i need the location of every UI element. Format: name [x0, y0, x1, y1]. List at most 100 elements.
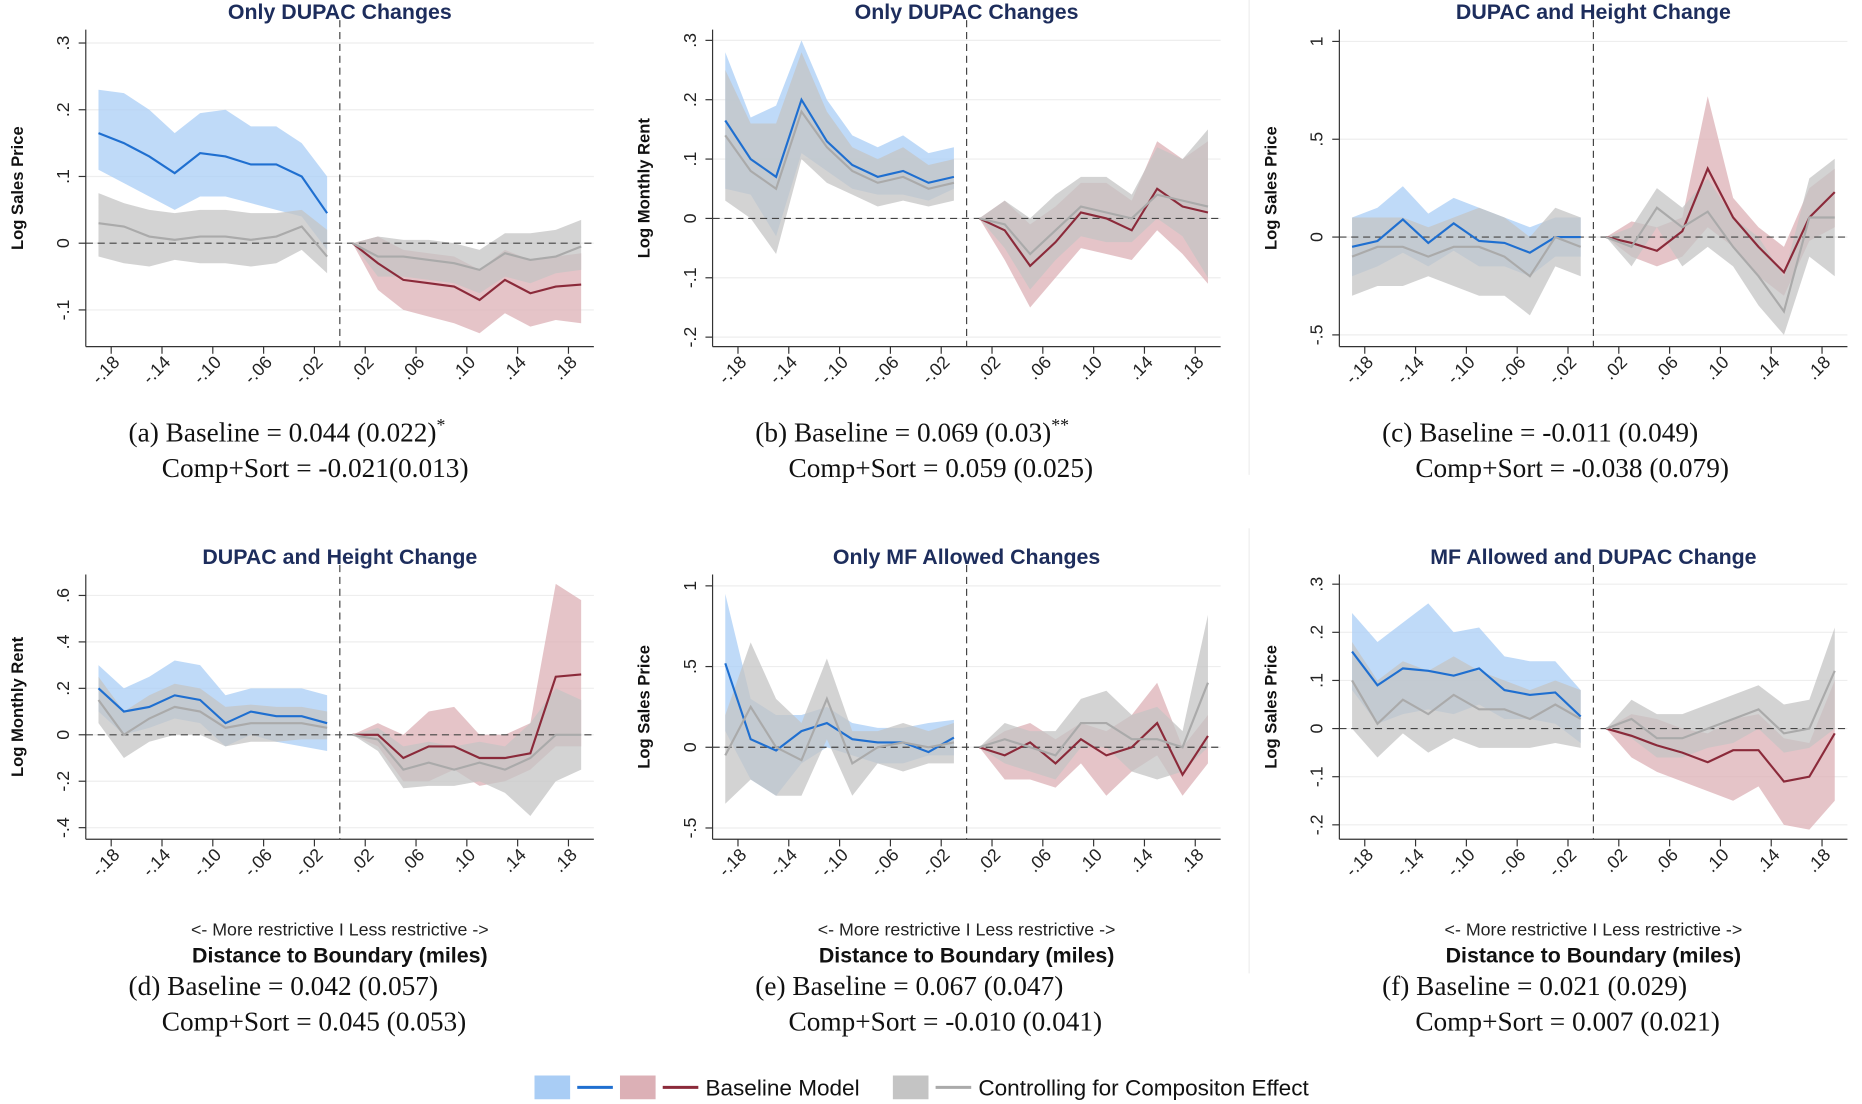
- y-tick-label: .3: [53, 36, 73, 51]
- series-line: [97, 699, 328, 737]
- x-axis-label: Distance to Boundary (miles): [819, 944, 1115, 968]
- y-tick-label: .3: [1307, 577, 1327, 592]
- panel-title: Only MF Allowed Changes: [833, 545, 1100, 569]
- y-tick-label: .2: [1307, 625, 1327, 640]
- x-axis-note: <- More restrictive I Less restrictive -…: [818, 919, 1116, 939]
- caption: (c) Baseline = -0.011 (0.049): [1382, 418, 1698, 448]
- panel-title: DUPAC and Height Change: [1456, 0, 1731, 24]
- series-line: [351, 242, 582, 302]
- y-tick-label: 0: [680, 742, 700, 752]
- confidence-band: [98, 193, 328, 274]
- y-tick-label: .1: [680, 152, 700, 167]
- y-tick-label: -.1: [1307, 766, 1327, 787]
- y-axis-label: Log Monthly Rent: [8, 636, 27, 777]
- y-axis-label: Log Monthly Rent: [635, 118, 654, 259]
- caption-text: (a) Baseline = 0.044 (0.022): [129, 418, 437, 448]
- caption: Comp+Sort = 0.007 (0.021): [1415, 1006, 1720, 1036]
- caption: (e) Baseline = 0.067 (0.047): [755, 971, 1063, 1001]
- series-line: [978, 682, 1209, 757]
- confidence-band: [352, 219, 582, 294]
- caption-text: (f) Baseline = 0.021 (0.029): [1382, 971, 1687, 1001]
- y-tick-label: -.4: [53, 817, 73, 838]
- x-axis-note: <- More restrictive I Less restrictive -…: [191, 919, 489, 939]
- caption-text: (e) Baseline = 0.067 (0.047): [755, 971, 1063, 1001]
- series-line: [1351, 218, 1581, 254]
- series-line: [1605, 166, 1836, 275]
- y-tick-label: 0: [53, 730, 73, 740]
- confidence-band: [1606, 158, 1835, 335]
- y-tick-label: .2: [680, 92, 700, 107]
- series-line: [97, 687, 328, 725]
- y-tick-label: -.5: [1307, 324, 1327, 345]
- y-axis-label: Log Sales Price: [1261, 645, 1280, 769]
- legend-band-swatch: [534, 1075, 571, 1100]
- panel-title: DUPAC and Height Change: [202, 545, 477, 569]
- panel-title: Only DUPAC Changes: [855, 0, 1079, 24]
- series-line: [352, 733, 582, 771]
- series-line: [978, 721, 1209, 777]
- y-tick-label: 0: [1307, 724, 1327, 734]
- caption: Comp+Sort = 0.045 (0.053): [162, 1006, 467, 1036]
- caption-text: (b) Baseline = 0.069 (0.03): [755, 418, 1051, 448]
- y-tick-label: .4: [53, 634, 73, 649]
- panel-title: Only DUPAC Changes: [228, 0, 452, 24]
- y-tick-label: -.2: [53, 771, 73, 792]
- series-line: [352, 242, 582, 272]
- y-tick-label: .1: [53, 169, 73, 184]
- y-tick-label: .5: [1307, 132, 1327, 147]
- confidence-band: [1606, 627, 1835, 758]
- series-line: [724, 695, 955, 766]
- y-tick-label: 1: [680, 581, 700, 591]
- series-line: [1605, 206, 1835, 314]
- y-tick-label: -.1: [53, 299, 73, 320]
- y-tick-label: .6: [53, 588, 73, 603]
- y-tick-label: 0: [1307, 232, 1327, 242]
- y-tick-label: .2: [53, 681, 73, 696]
- y-tick-label: .1: [1307, 673, 1327, 688]
- y-tick-label: .5: [680, 659, 700, 674]
- caption: (b) Baseline = 0.069 (0.03)**: [755, 415, 1069, 448]
- confidence-band: [98, 89, 328, 250]
- y-axis-label: Log Sales Price: [8, 126, 27, 250]
- series-line: [1351, 650, 1582, 718]
- x-axis-label: Distance to Boundary (miles): [192, 944, 488, 968]
- series-line: [979, 193, 1209, 256]
- y-tick-label: 0: [680, 213, 700, 223]
- x-axis-note: <- More restrictive I Less restrictive -…: [1445, 919, 1743, 939]
- panel-title: MF Allowed and DUPAC Change: [1430, 545, 1756, 569]
- y-tick-label: 1: [1307, 36, 1327, 46]
- caption-significance: **: [1051, 415, 1069, 435]
- series-line: [1605, 670, 1836, 740]
- series-line: [98, 222, 328, 258]
- confidence-band: [1606, 680, 1835, 830]
- caption: Comp+Sort = 0.059 (0.025): [789, 453, 1094, 483]
- confidence-band: [725, 642, 954, 804]
- caption: Comp+Sort = -0.010 (0.041): [789, 1006, 1103, 1036]
- y-tick-label: 0: [53, 238, 73, 248]
- series-line: [352, 673, 582, 760]
- confidence-band: [1352, 207, 1581, 316]
- y-tick-label: -.1: [680, 267, 700, 288]
- caption: (f) Baseline = 0.021 (0.029): [1382, 971, 1687, 1001]
- y-tick-label: .2: [53, 102, 73, 117]
- legend-label: Controlling for Compositon Effect: [978, 1076, 1309, 1101]
- caption-text: (c) Baseline = -0.011 (0.049): [1382, 418, 1698, 448]
- x-axis-label: Distance to Boundary (miles): [1446, 944, 1742, 968]
- series-line: [724, 109, 955, 191]
- caption: (d) Baseline = 0.042 (0.057): [129, 971, 439, 1001]
- legend-band-swatch: [619, 1075, 656, 1100]
- y-tick-label: -.5: [680, 817, 700, 838]
- confidence-band: [98, 676, 328, 759]
- series-line: [1605, 727, 1836, 783]
- y-axis-label: Log Sales Price: [1261, 126, 1280, 250]
- y-tick-label: -.2: [1307, 814, 1327, 835]
- caption-text: (d) Baseline = 0.042 (0.057): [129, 971, 439, 1001]
- caption: (a) Baseline = 0.044 (0.022)*: [129, 415, 446, 448]
- y-axis-label: Log Sales Price: [635, 645, 654, 769]
- legend-label: Baseline Model: [705, 1076, 859, 1101]
- series-line: [724, 97, 955, 184]
- caption: Comp+Sort = -0.021(0.013): [162, 453, 469, 483]
- y-tick-label: -.2: [680, 327, 700, 348]
- y-tick-label: .3: [680, 33, 700, 48]
